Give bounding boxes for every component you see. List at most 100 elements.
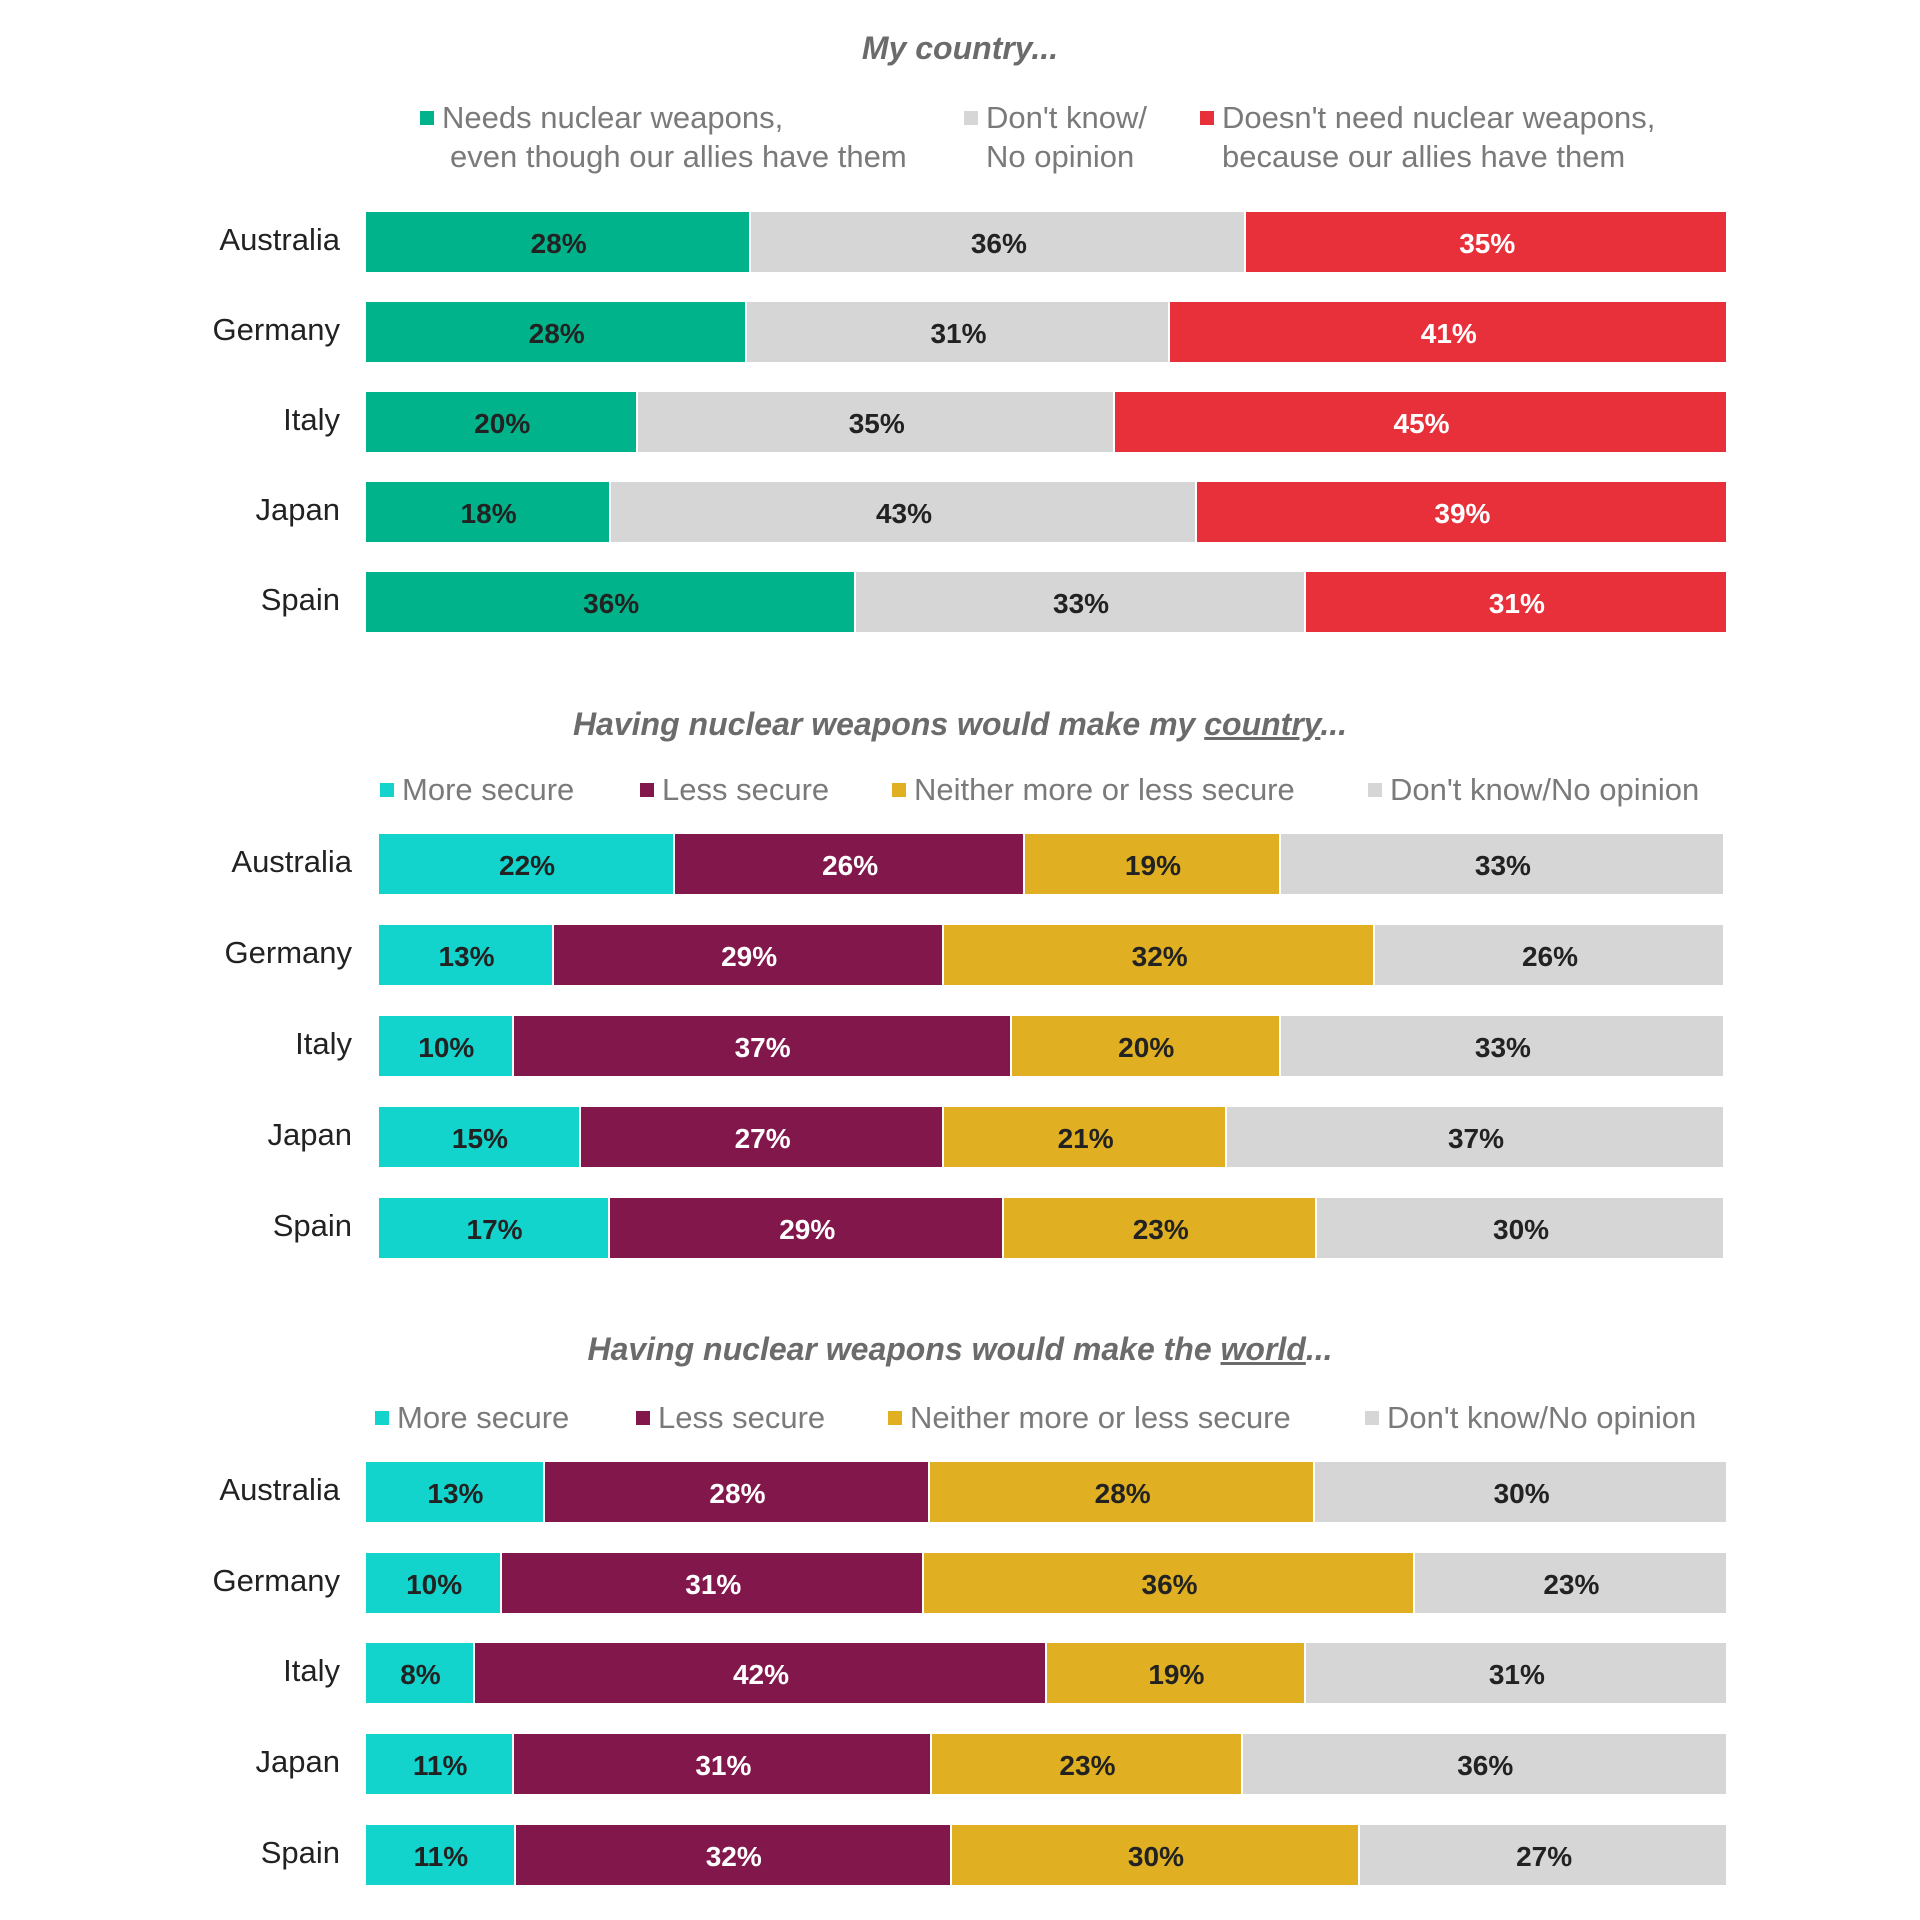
- bar-segment: [580, 1107, 943, 1167]
- bar-value-label: 37%: [1447, 1123, 1504, 1154]
- bar-segment: [611, 482, 1195, 542]
- bar-segment: [1375, 925, 1723, 985]
- bar-value-label: 10%: [418, 1032, 475, 1063]
- bar-value-label: 27%: [1516, 1841, 1573, 1872]
- country-label: Germany: [212, 312, 340, 347]
- bar-segment: [366, 1825, 514, 1885]
- bar-value-label: 35%: [1459, 228, 1516, 259]
- country-label: Japan: [255, 492, 340, 527]
- bar-segment: [366, 1553, 501, 1613]
- country-label: Japan: [267, 1117, 352, 1152]
- legend-item: Don't know/No opinion: [1368, 770, 1699, 809]
- chart-title-ellipsis: ...: [1320, 706, 1348, 742]
- bar-segment: [1414, 1553, 1726, 1613]
- bar-value-label: 23%: [1543, 1569, 1600, 1600]
- bar-value-label: 23%: [1059, 1750, 1116, 1781]
- bar-segment: [1246, 212, 1726, 272]
- bar-segment: [366, 212, 750, 272]
- bar-segment: [1169, 302, 1726, 362]
- bar-value-label: 13%: [438, 941, 495, 972]
- legend-label: Don't know/No opinion: [1390, 772, 1700, 807]
- bar-segment: [513, 1016, 1010, 1076]
- country-label: Italy: [295, 1026, 352, 1061]
- bar-segment: [1305, 572, 1726, 632]
- bar-segment: [1280, 834, 1723, 894]
- bar-segment: [1115, 392, 1726, 452]
- legend-label: Neither more or less secure: [914, 772, 1295, 807]
- chart-title: My country...: [861, 30, 1059, 66]
- chart-title-ellipsis: ...: [1305, 1331, 1333, 1367]
- bar-value-label: 28%: [530, 228, 587, 259]
- bar-value-label: 32%: [1131, 941, 1188, 972]
- bar-value-label: 31%: [930, 318, 987, 349]
- bar-value-label: 30%: [1127, 1841, 1184, 1872]
- bar-value-label: 18%: [460, 498, 517, 529]
- bar-segment: [951, 1825, 1359, 1885]
- legend-label: Don't know/No opinion: [1387, 1400, 1697, 1435]
- bar-value-label: 33%: [1474, 850, 1531, 881]
- country-label: Australia: [219, 222, 340, 257]
- bar-value-label: 39%: [1434, 498, 1491, 529]
- legend-swatch: [420, 111, 434, 125]
- bar-value-label: 29%: [779, 1214, 836, 1245]
- country-label: Germany: [224, 935, 352, 970]
- legend-label: Less secure: [662, 772, 830, 807]
- bar-segment: [610, 1198, 1003, 1258]
- bar-value-label: 36%: [1457, 1750, 1514, 1781]
- bar-value-label: 26%: [822, 850, 879, 881]
- bar-segment: [544, 1462, 929, 1522]
- bar-segment: [930, 1462, 1314, 1522]
- bar-value-label: 30%: [1493, 1214, 1550, 1245]
- bar-segment: [944, 1107, 1225, 1167]
- country-label: Italy: [283, 1653, 340, 1688]
- country-label: Australia: [231, 844, 352, 879]
- legend-item: Don't know/No opinion: [964, 98, 1147, 176]
- country-label: Spain: [260, 1835, 340, 1870]
- bar-segment: [553, 925, 943, 985]
- bar-value-label: 15%: [451, 1123, 508, 1154]
- bar-value-label: 28%: [709, 1478, 766, 1509]
- legend-label: Don't know/: [986, 100, 1147, 135]
- bar-segment: [638, 392, 1114, 452]
- chart-title: Having nuclear weapons would make the wo…: [0, 1331, 1920, 1368]
- bar-value-label: 41%: [1420, 318, 1477, 349]
- legend-swatch: [888, 1411, 902, 1425]
- legend-label: because our allies have them: [1222, 139, 1626, 174]
- bar-value-label: 37%: [734, 1032, 791, 1063]
- bar-segment: [379, 1107, 579, 1167]
- bar-segment: [379, 1198, 609, 1258]
- bar-segment: [366, 1734, 513, 1794]
- bar-segment: [1196, 482, 1726, 542]
- bar-value-label: 11%: [413, 1841, 469, 1872]
- legend-label: More secure: [397, 1400, 570, 1435]
- legend-swatch: [1368, 783, 1382, 797]
- country-label: Australia: [219, 1472, 340, 1507]
- chart-title-emphasis: country: [1204, 706, 1321, 742]
- legend-swatch: [380, 783, 394, 797]
- bar-segment: [474, 1643, 1045, 1703]
- bar-value-label: 26%: [1521, 941, 1579, 972]
- bar-value-label: 28%: [1094, 1478, 1151, 1509]
- bar-segment: [379, 834, 674, 894]
- country-label: Japan: [255, 1744, 340, 1779]
- chart-title-emphasis: world: [1220, 1331, 1306, 1367]
- bar-segment: [514, 1734, 931, 1794]
- legend-label: Neither more or less secure: [910, 1400, 1291, 1435]
- bar-segment: [1242, 1734, 1726, 1794]
- bar-value-label: 32%: [705, 1841, 762, 1872]
- legend-label: Doesn't need nuclear weapons,: [1222, 100, 1656, 135]
- bar-value-label: 33%: [1474, 1032, 1531, 1063]
- bar-segment: [1011, 1016, 1279, 1076]
- legend-item: Less secure: [640, 770, 829, 809]
- bar-value-label: 11%: [412, 1750, 468, 1781]
- bar-segment: [924, 1553, 1413, 1613]
- legend-label: No opinion: [986, 139, 1135, 174]
- bar-segment: [944, 925, 1374, 985]
- bar-value-label: 19%: [1124, 850, 1181, 881]
- bar-value-label: 45%: [1393, 408, 1450, 439]
- bar-value-label: 31%: [695, 1750, 752, 1781]
- bar-value-label: 27%: [734, 1123, 791, 1154]
- bar-value-label: 21%: [1057, 1123, 1114, 1154]
- legend-item: More secure: [380, 770, 574, 809]
- bar-segment: [366, 1462, 543, 1522]
